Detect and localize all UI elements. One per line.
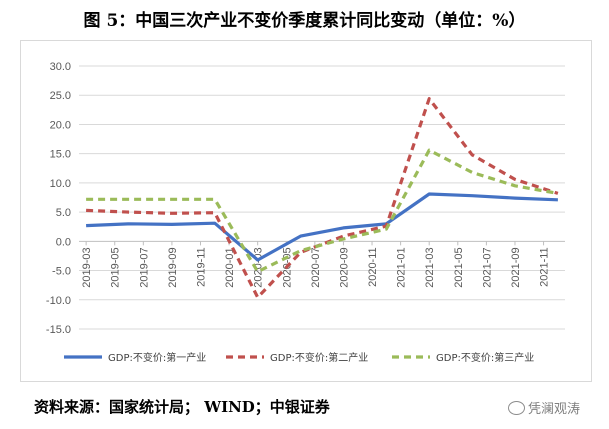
- y-tick-label: 20.0: [50, 119, 71, 131]
- x-tick-label: 2020-01: [224, 247, 236, 287]
- x-tick-label: 2021-07: [481, 247, 493, 287]
- legend-label-3: GDP:不变价:第三产业: [436, 351, 534, 364]
- y-axis-ticks: 30.0 25.0 20.0 15.0 10.0 5.0 0.0 -5.0 -10.0 -15.0: [46, 61, 71, 336]
- legend-label-1: GDP:不变价:第一产业: [108, 351, 206, 364]
- y-tick-label: 25.0: [50, 90, 71, 102]
- y-tick-label: -10.0: [46, 295, 71, 307]
- chart-frame: [20, 40, 592, 382]
- x-tick-label: 2019-07: [138, 247, 150, 287]
- watermark: 凭澜观涛: [508, 398, 580, 417]
- x-tick-label: 2019-11: [196, 247, 208, 287]
- y-tick-label: -15.0: [46, 324, 71, 336]
- y-tick-label: 15.0: [50, 149, 71, 161]
- y-tick-label: 10.0: [50, 178, 71, 190]
- series-lines: [86, 97, 559, 299]
- x-tick-label: 2021-03: [424, 247, 436, 287]
- x-tick-label: 2020-11: [367, 247, 379, 287]
- grid-lines: [79, 65, 565, 330]
- legend-label-2: GDP:不变价:第二产业: [270, 351, 368, 364]
- series-line-1: [86, 192, 558, 262]
- series-line-3: [86, 148, 559, 274]
- y-tick-label: 5.0: [56, 207, 71, 219]
- x-tick-label: 2019-05: [110, 247, 122, 287]
- x-tick-label: 2019-09: [167, 247, 179, 287]
- watermark-text: 凭澜观涛: [528, 402, 581, 417]
- x-tick-label: 2021-01: [396, 247, 408, 287]
- legend: GDP:不变价:第一产业 GDP:不变价:第二产业 GDP:不变价:第三产业: [64, 351, 534, 364]
- y-tick-label: 0.0: [56, 236, 71, 248]
- x-tick-label: 2019-03: [81, 247, 93, 287]
- series-line-2: [86, 97, 559, 299]
- wechat-icon: [508, 401, 525, 415]
- y-tick-label: 30.0: [50, 61, 71, 73]
- y-tick-label: -5.0: [52, 266, 71, 278]
- source-note: 资料来源：国家统计局； WIND；中银证券: [34, 398, 330, 416]
- x-tick-label: 2021-05: [453, 247, 465, 287]
- x-tick-label: 2021-11: [539, 247, 551, 287]
- x-tick-label: 2020-09: [338, 247, 350, 287]
- figure-title: 图 5：中国三次产业不变价季度累计同比变动（单位：%）: [83, 11, 526, 31]
- x-tick-label: 2020-07: [310, 247, 322, 287]
- x-tick-label: 2021-09: [510, 247, 522, 287]
